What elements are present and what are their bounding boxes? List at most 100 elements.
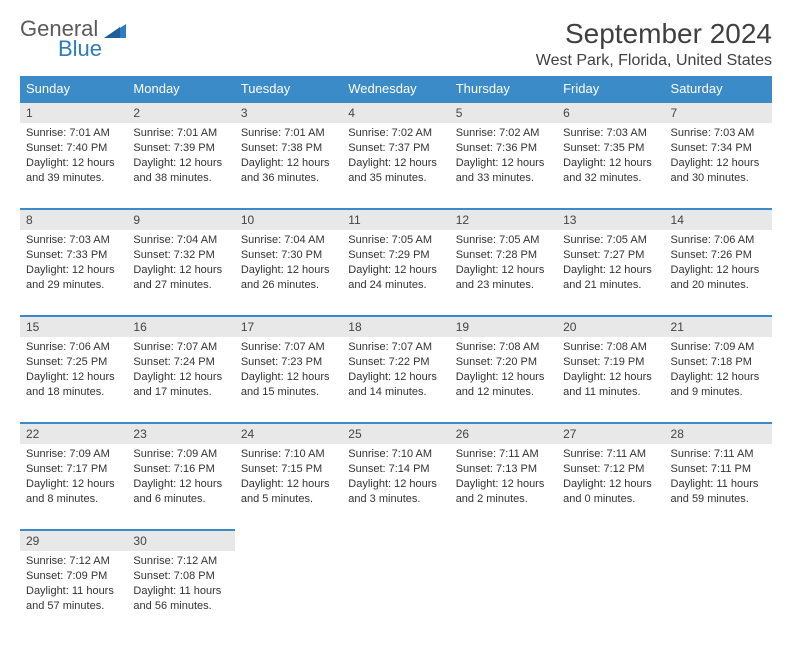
sunrise-text: Sunrise: 7:01 AM <box>133 126 228 141</box>
sunset-text: Sunset: 7:26 PM <box>671 248 766 263</box>
day-cell: Sunrise: 7:03 AMSunset: 7:35 PMDaylight:… <box>557 123 664 209</box>
sunrise-text: Sunrise: 7:02 AM <box>348 126 443 141</box>
day-number-cell: 9 <box>127 209 234 230</box>
day-cell: Sunrise: 7:11 AMSunset: 7:13 PMDaylight:… <box>450 444 557 530</box>
day-number-cell: 10 <box>235 209 342 230</box>
day-number-cell: 2 <box>127 102 234 123</box>
day-cell-body: Sunrise: 7:12 AMSunset: 7:08 PMDaylight:… <box>127 551 234 619</box>
logo: General Blue <box>20 18 126 60</box>
daylight-text: and 12 minutes. <box>456 385 551 400</box>
day-cell-body: Sunrise: 7:07 AMSunset: 7:23 PMDaylight:… <box>235 337 342 405</box>
day-cell: Sunrise: 7:01 AMSunset: 7:38 PMDaylight:… <box>235 123 342 209</box>
day-number-cell: 13 <box>557 209 664 230</box>
sunrise-text: Sunrise: 7:04 AM <box>241 233 336 248</box>
sunrise-text: Sunrise: 7:03 AM <box>26 233 121 248</box>
sunrise-text: Sunrise: 7:09 AM <box>26 447 121 462</box>
day-cell <box>450 551 557 637</box>
sunset-text: Sunset: 7:38 PM <box>241 141 336 156</box>
sunset-text: Sunset: 7:12 PM <box>563 462 658 477</box>
daylight-text: Daylight: 12 hours <box>26 156 121 171</box>
sunrise-text: Sunrise: 7:06 AM <box>26 340 121 355</box>
day-number-cell: 18 <box>342 316 449 337</box>
day-cell-body: Sunrise: 7:11 AMSunset: 7:13 PMDaylight:… <box>450 444 557 512</box>
day-number-cell: 25 <box>342 423 449 444</box>
sunrise-text: Sunrise: 7:11 AM <box>671 447 766 462</box>
day-cell-body: Sunrise: 7:02 AMSunset: 7:37 PMDaylight:… <box>342 123 449 191</box>
sunset-text: Sunset: 7:15 PM <box>241 462 336 477</box>
day-cell: Sunrise: 7:05 AMSunset: 7:29 PMDaylight:… <box>342 230 449 316</box>
sunset-text: Sunset: 7:14 PM <box>348 462 443 477</box>
sunrise-text: Sunrise: 7:09 AM <box>133 447 228 462</box>
day-cell: Sunrise: 7:09 AMSunset: 7:17 PMDaylight:… <box>20 444 127 530</box>
sunrise-text: Sunrise: 7:07 AM <box>133 340 228 355</box>
day-cell <box>665 551 772 637</box>
day-cell-body: Sunrise: 7:04 AMSunset: 7:32 PMDaylight:… <box>127 230 234 298</box>
day-cell: Sunrise: 7:11 AMSunset: 7:11 PMDaylight:… <box>665 444 772 530</box>
sunset-text: Sunset: 7:18 PM <box>671 355 766 370</box>
sunset-text: Sunset: 7:20 PM <box>456 355 551 370</box>
weekday-header: Tuesday <box>235 76 342 102</box>
sunset-text: Sunset: 7:09 PM <box>26 569 121 584</box>
sunrise-text: Sunrise: 7:04 AM <box>133 233 228 248</box>
day-cell-body: Sunrise: 7:01 AMSunset: 7:38 PMDaylight:… <box>235 123 342 191</box>
day-number-cell: 1 <box>20 102 127 123</box>
daylight-text: and 17 minutes. <box>133 385 228 400</box>
day-cell: Sunrise: 7:11 AMSunset: 7:12 PMDaylight:… <box>557 444 664 530</box>
day-cell: Sunrise: 7:02 AMSunset: 7:36 PMDaylight:… <box>450 123 557 209</box>
daylight-text: Daylight: 12 hours <box>241 370 336 385</box>
sunset-text: Sunset: 7:08 PM <box>133 569 228 584</box>
day-cell-body: Sunrise: 7:02 AMSunset: 7:36 PMDaylight:… <box>450 123 557 191</box>
daylight-text: and 18 minutes. <box>26 385 121 400</box>
day-number-cell: 27 <box>557 423 664 444</box>
sunrise-text: Sunrise: 7:07 AM <box>348 340 443 355</box>
day-cell <box>557 551 664 637</box>
day-cell: Sunrise: 7:05 AMSunset: 7:28 PMDaylight:… <box>450 230 557 316</box>
sunrise-text: Sunrise: 7:03 AM <box>563 126 658 141</box>
sunrise-text: Sunrise: 7:10 AM <box>241 447 336 462</box>
daylight-text: Daylight: 12 hours <box>456 263 551 278</box>
day-cell: Sunrise: 7:09 AMSunset: 7:16 PMDaylight:… <box>127 444 234 530</box>
daylight-text: Daylight: 12 hours <box>671 370 766 385</box>
day-number-cell: 12 <box>450 209 557 230</box>
sunrise-text: Sunrise: 7:11 AM <box>456 447 551 462</box>
sunrise-text: Sunrise: 7:05 AM <box>348 233 443 248</box>
day-cell: Sunrise: 7:07 AMSunset: 7:23 PMDaylight:… <box>235 337 342 423</box>
daylight-text: Daylight: 12 hours <box>348 156 443 171</box>
daylight-text: Daylight: 12 hours <box>241 263 336 278</box>
sunrise-text: Sunrise: 7:08 AM <box>563 340 658 355</box>
daylight-text: Daylight: 12 hours <box>241 156 336 171</box>
calendar-table: Sunday Monday Tuesday Wednesday Thursday… <box>20 76 772 637</box>
sunset-text: Sunset: 7:28 PM <box>456 248 551 263</box>
daylight-text: Daylight: 12 hours <box>133 370 228 385</box>
sunset-text: Sunset: 7:19 PM <box>563 355 658 370</box>
day-cell-body: Sunrise: 7:07 AMSunset: 7:24 PMDaylight:… <box>127 337 234 405</box>
daylight-text: and 56 minutes. <box>133 599 228 614</box>
sunrise-text: Sunrise: 7:11 AM <box>563 447 658 462</box>
sunset-text: Sunset: 7:35 PM <box>563 141 658 156</box>
sunrise-text: Sunrise: 7:01 AM <box>241 126 336 141</box>
sunset-text: Sunset: 7:39 PM <box>133 141 228 156</box>
daylight-text: Daylight: 12 hours <box>26 263 121 278</box>
daylight-text: and 2 minutes. <box>456 492 551 507</box>
sunrise-text: Sunrise: 7:01 AM <box>26 126 121 141</box>
day-cell-body: Sunrise: 7:01 AMSunset: 7:40 PMDaylight:… <box>20 123 127 191</box>
day-cell-body: Sunrise: 7:09 AMSunset: 7:18 PMDaylight:… <box>665 337 772 405</box>
daylight-text: Daylight: 12 hours <box>348 370 443 385</box>
daylight-text: and 8 minutes. <box>26 492 121 507</box>
day-cell-body: Sunrise: 7:11 AMSunset: 7:11 PMDaylight:… <box>665 444 772 512</box>
day-cell-body: Sunrise: 7:12 AMSunset: 7:09 PMDaylight:… <box>20 551 127 619</box>
sunrise-text: Sunrise: 7:06 AM <box>671 233 766 248</box>
day-cell-body: Sunrise: 7:05 AMSunset: 7:29 PMDaylight:… <box>342 230 449 298</box>
daylight-text: and 32 minutes. <box>563 171 658 186</box>
daylight-text: and 0 minutes. <box>563 492 658 507</box>
day-number-cell: 14 <box>665 209 772 230</box>
weekday-header: Friday <box>557 76 664 102</box>
sunset-text: Sunset: 7:37 PM <box>348 141 443 156</box>
day-cell-body: Sunrise: 7:03 AMSunset: 7:35 PMDaylight:… <box>557 123 664 191</box>
day-cell-body: Sunrise: 7:07 AMSunset: 7:22 PMDaylight:… <box>342 337 449 405</box>
day-cell-body: Sunrise: 7:11 AMSunset: 7:12 PMDaylight:… <box>557 444 664 512</box>
week-row: Sunrise: 7:09 AMSunset: 7:17 PMDaylight:… <box>20 444 772 530</box>
daylight-text: Daylight: 12 hours <box>348 263 443 278</box>
day-number-cell: 19 <box>450 316 557 337</box>
day-cell-body: Sunrise: 7:08 AMSunset: 7:20 PMDaylight:… <box>450 337 557 405</box>
